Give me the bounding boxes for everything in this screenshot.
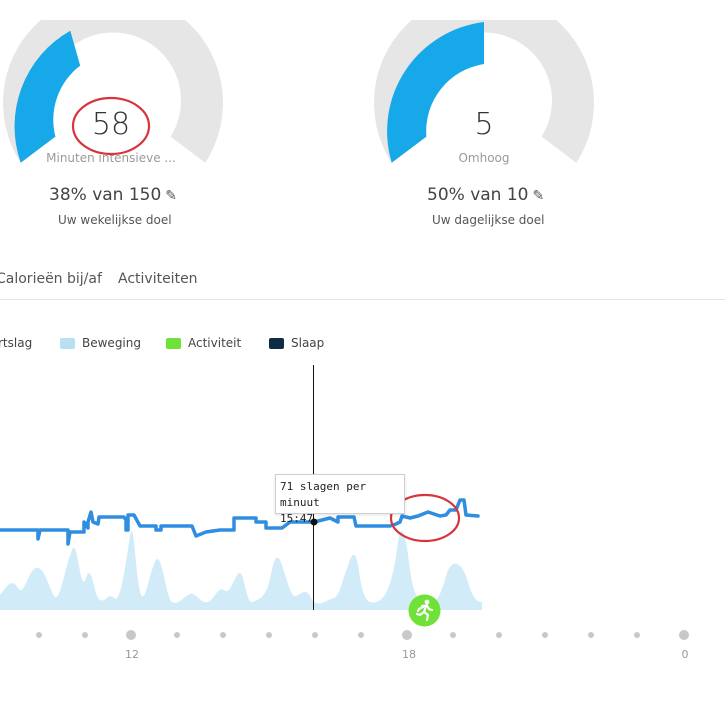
legend-item-sleep[interactable]: Slaap: [269, 336, 324, 350]
tick-dot: [588, 632, 594, 638]
legend-sleep-label: Slaap: [291, 336, 325, 350]
gauge-weekly-label: Minuten intensieve ...: [46, 151, 176, 165]
tick-dot: [542, 632, 548, 638]
tick-dot: [496, 632, 502, 638]
tick-dot: [312, 632, 318, 638]
legend-item-movement[interactable]: Beweging: [60, 336, 141, 350]
gauge-weekly-arc: [3, 20, 223, 163]
heartrate-movement-chart[interactable]: [0, 360, 725, 620]
tooltip-time: 15:47: [280, 512, 314, 525]
gauge-daily-goal[interactable]: 50% van 10 ✎: [427, 185, 544, 205]
gauge-weekly-goal[interactable]: 38% van 150 ✎: [49, 185, 177, 205]
pencil-icon[interactable]: ✎: [532, 188, 545, 204]
tick-dot: [220, 632, 226, 638]
x-tick-label-0: 0: [681, 648, 689, 661]
legend-movement-label: Beweging: [82, 336, 141, 350]
annotation-circle-chart: [389, 493, 461, 543]
tick-dot: [36, 632, 42, 638]
tabs-divider: [0, 299, 725, 300]
annotation-circle-gauge: [71, 96, 151, 156]
legend-activity-swatch: [166, 337, 181, 349]
gauge-daily-goal-desc: Uw dagelijkse doel: [432, 213, 545, 227]
gauge-daily-goal-text: 50% van 10: [427, 185, 529, 205]
chart-tooltip: 71 slagen per minuut 15:47: [275, 474, 405, 525]
tick-dot-major: [126, 630, 136, 640]
running-person-icon[interactable]: [408, 594, 441, 627]
tick-dot: [634, 632, 640, 638]
legend-item-activity[interactable]: Activiteit: [166, 336, 241, 350]
gauge-daily-fill: [387, 22, 484, 163]
movement-area: [0, 530, 482, 610]
tick-dot: [174, 632, 180, 638]
gauge-daily-label: Omhoog: [458, 151, 510, 165]
pencil-icon[interactable]: ✎: [165, 188, 178, 204]
x-axis-ticks: [36, 630, 689, 640]
tab-activities[interactable]: Activiteiten: [118, 271, 198, 287]
x-tick-label-12: 12: [125, 648, 139, 661]
chart-cursor-point: [310, 518, 318, 526]
gauge-daily-arc: [374, 20, 594, 163]
gauge-weekly-value: 58: [91, 107, 131, 142]
legend-movement-swatch: [60, 337, 75, 349]
tick-dot-major: [679, 630, 689, 640]
legend-sleep-swatch: [269, 337, 284, 349]
gauge-weekly-fill: [14, 30, 81, 163]
legend-item-heartrate[interactable]: rtslag: [0, 336, 32, 350]
gauge-weekly-goal-desc: Uw wekelijkse doel: [58, 213, 172, 227]
x-tick-label-18: 18: [402, 648, 416, 661]
tick-dot: [266, 632, 272, 638]
gauge-weekly-goal-text: 38% van 150: [49, 185, 162, 205]
tab-calories[interactable]: Calorieën bij/af: [0, 271, 102, 287]
tick-dot: [82, 632, 88, 638]
heartrate-line: [0, 498, 480, 546]
gauge-daily-value: 5: [474, 107, 494, 142]
tick-dot: [450, 632, 456, 638]
tick-dot-major: [402, 630, 412, 640]
legend-activity-label: Activiteit: [188, 336, 242, 350]
tick-dot: [358, 632, 364, 638]
legend-heartrate-label: rtslag: [0, 336, 33, 350]
tooltip-value: 71 slagen per minuut: [280, 480, 367, 509]
